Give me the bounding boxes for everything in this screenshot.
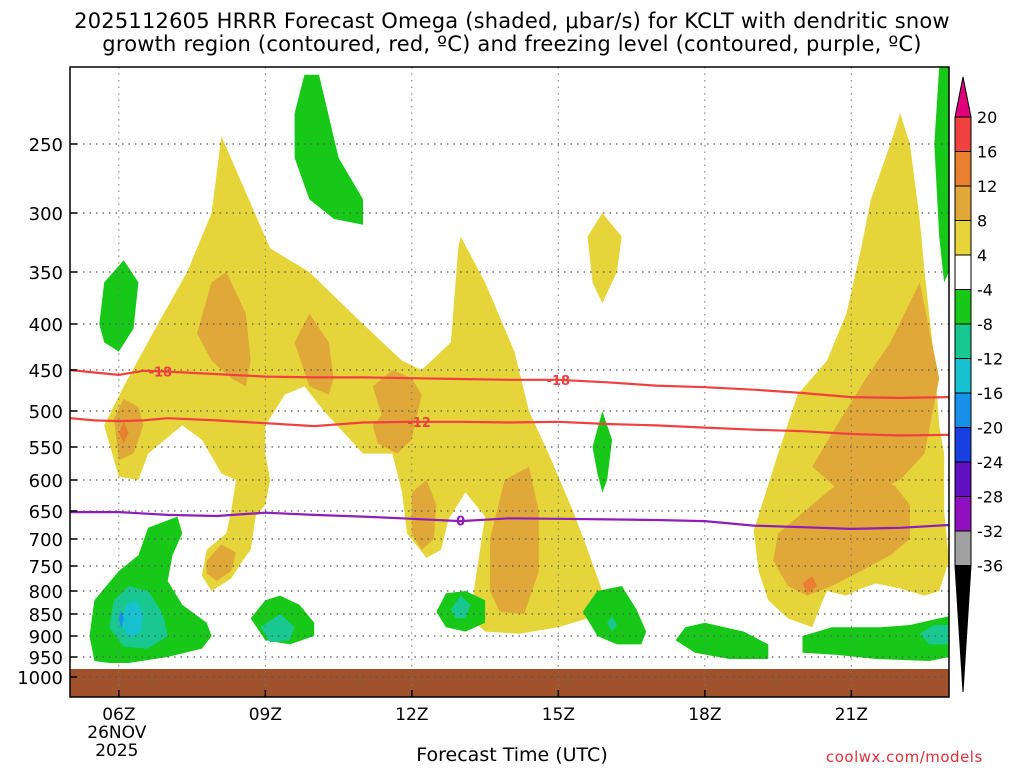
omega-region-10-pos8 [206,544,236,581]
y-tick-label-650: 650 [29,502,63,523]
contour-layer: -18 -18 -12 0 [70,366,949,531]
y-tick-label-1000: 1000 [17,668,63,689]
omega-region-11-pos8 [773,466,910,596]
omega-region-24-neg8 [934,67,949,283]
chart-title-line-1: 2025112605 HRRR Forecast Omega (shaded, … [74,9,950,33]
isotherm-minus-12-label-0: -12 [407,416,431,431]
omega-region-1-pos4 [587,213,622,304]
colorbar-label--20: -20 [977,419,1003,438]
y-tick-label-300: 300 [29,204,63,225]
omega-region-14-pos12 [118,421,129,444]
colorbar-label--4: -4 [977,281,993,300]
omega-region-28-neg12 [607,616,617,632]
x-tick-label-12Z: 12Z [395,705,428,725]
colorbar-label-4: 4 [977,246,987,265]
omega-region-29-neg12 [919,625,949,645]
isotherm-minus-18-label-1: -18 [547,374,571,389]
colorbar-segment-bottom [954,565,972,693]
omega-region-12-pos8 [812,282,940,493]
omega-region-5-pos8 [294,313,334,395]
x-tick-label-21Z: 21Z [835,705,868,725]
y-tick-label-400: 400 [29,315,63,336]
x-tick-label-09Z: 09Z [249,705,282,725]
colorbar: 20 16 12 8 4 -4 -8 -12 -16 -20 -24 -28 -32 -36 [954,76,1003,693]
colorbar-segment-10 [954,427,972,463]
colorbar-label-12: 12 [977,177,997,196]
colorbar-label-16: 16 [977,143,997,162]
y-tick-label-750: 750 [29,557,63,578]
omega-region-13-pos12 [802,576,818,594]
colorbar-label--24: -24 [977,453,1003,472]
colorbar-label--12: -12 [977,350,1003,369]
ground-layer [70,669,949,697]
omega-region-16-neg8 [99,260,139,352]
omega-region-8-pos8 [490,466,539,614]
colorbar-segment-12 [954,496,972,532]
colorbar-label-8: 8 [977,212,987,231]
x-tick-label-15Z: 15Z [542,705,575,725]
grid-lines [70,67,949,697]
colorbar-segment-1 [954,116,972,152]
isotherm-minus-18-line [70,368,949,400]
omega-region-18-neg8 [294,74,363,225]
omega-region-20-neg8 [582,586,647,645]
colorbar-label--36: -36 [977,557,1003,576]
colorbar-segment-9 [954,392,972,428]
colorbar-label-20: 20 [977,108,997,127]
colorbar-segment-5 [954,254,972,290]
y-tick-label-500: 500 [29,402,63,423]
omega-region-0-pos4 [104,136,603,634]
y-tick-label-350: 350 [29,263,63,284]
omega-region-26-neg12 [260,614,295,643]
colorbar-segment-11 [954,461,972,497]
omega-region-27-neg12 [450,595,471,619]
x-tick-label-06Z: 06Z [102,705,135,725]
isotherm-minus-18-label-0: -18 [149,366,173,381]
colorbar-label--32: -32 [977,522,1003,541]
y-tick-label-550: 550 [29,438,63,459]
colorbar-segment-3 [954,185,972,221]
y-tick-label-800: 800 [29,582,63,603]
colorbar-segment-7 [954,323,972,359]
plot-frame [69,66,950,698]
freezing-level-line [70,511,949,531]
omega-region-22-neg8 [675,622,769,659]
colorbar-segment-6 [954,289,972,325]
colorbar-label--8: -8 [977,315,993,334]
x-tick-sublabel-26NOV: 26NOV [87,723,146,743]
freezing-level-label-0: 0 [456,515,465,530]
colorbar-segment-8 [954,358,972,394]
colorbar-segment-13 [954,530,972,566]
colorbar-label--16: -16 [977,384,1003,403]
omega-region-7-pos8 [372,402,417,454]
colorbar-segment-4 [954,220,972,256]
source-credit[interactable]: coolwx.com/models [826,748,983,766]
y-tick-label-950: 950 [29,648,63,669]
colorbar-label--28: -28 [977,488,1003,507]
y-tick-label-900: 900 [29,627,63,648]
x-tick-label-18Z: 18Z [688,705,721,725]
omega-region-21-neg8 [592,411,613,493]
omega-region-4-pos8 [197,272,251,387]
colorbar-segment-2 [954,151,972,187]
omega-region-3-pos8 [114,398,144,461]
y-tick-label-600: 600 [29,471,63,492]
isotherm-minus-12-line [70,417,949,437]
colorbar-segment-top [954,76,972,118]
omega-region-9-pos8 [411,480,437,550]
x-tick-sublabel-2025: 2025 [95,741,138,761]
y-tick-label-450: 450 [29,361,63,382]
ground-surface [70,669,949,697]
axes-layer: 2503003504004505005506006507007508008509… [17,66,950,761]
y-tick-label-850: 850 [29,605,63,626]
y-tick-label-700: 700 [29,530,63,551]
chart-title-line-2: growth region (contoured, red, ºC) and f… [102,32,922,56]
y-tick-label-250: 250 [29,135,63,156]
x-axis-label: Forecast Time (UTC) [416,744,608,766]
omega-region-23-neg8 [802,616,949,661]
omega-region-30-neg16 [121,600,144,639]
